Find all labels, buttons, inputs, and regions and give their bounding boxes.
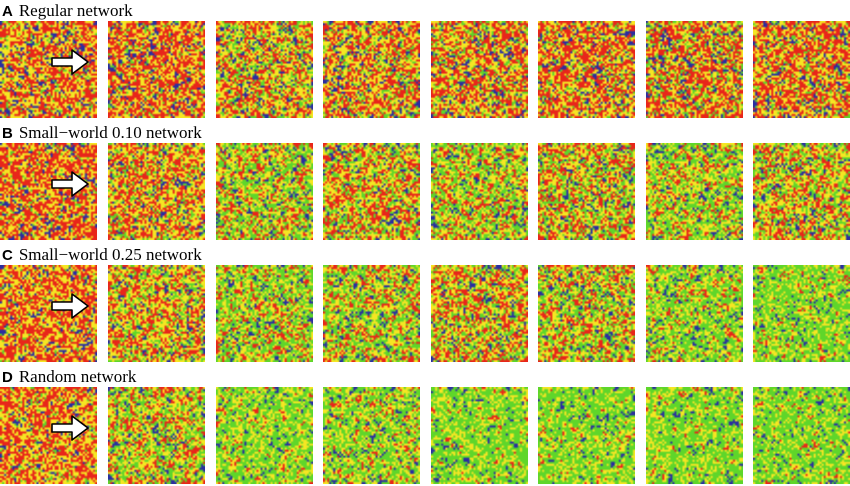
white-arrow-icon <box>51 293 89 319</box>
pattern-tile <box>753 21 850 118</box>
pattern-canvas <box>216 387 313 484</box>
pattern-canvas <box>538 387 635 484</box>
pattern-tile <box>646 143 743 240</box>
pattern-canvas <box>646 387 743 484</box>
pattern-tile <box>646 21 743 118</box>
pattern-canvas <box>431 21 528 118</box>
pattern-tile <box>431 387 528 484</box>
panel-title: C Small−world 0.25 network <box>2 244 202 266</box>
white-arrow-icon <box>51 49 89 75</box>
pattern-tile <box>538 265 635 362</box>
panel-letter: B <box>2 125 13 142</box>
pattern-canvas <box>108 143 205 240</box>
panel-title: A Regular network <box>2 0 133 22</box>
panel-title: B Small−world 0.10 network <box>2 122 202 144</box>
pattern-canvas <box>0 21 97 118</box>
pattern-canvas <box>538 21 635 118</box>
pattern-tile <box>216 21 313 118</box>
pattern-canvas <box>431 265 528 362</box>
pattern-tile <box>323 21 420 118</box>
pattern-tile <box>323 143 420 240</box>
pattern-canvas <box>431 143 528 240</box>
pattern-tile <box>216 143 313 240</box>
pattern-canvas <box>646 143 743 240</box>
pattern-canvas <box>323 265 420 362</box>
pattern-canvas <box>323 21 420 118</box>
tile-row <box>0 265 850 363</box>
pattern-tile <box>108 265 205 362</box>
pattern-tile <box>0 143 97 240</box>
panel-label: Random network <box>18 367 137 386</box>
pattern-canvas <box>753 265 850 362</box>
pattern-canvas <box>108 265 205 362</box>
pattern-tile <box>538 21 635 118</box>
pattern-canvas <box>646 21 743 118</box>
pattern-canvas <box>538 143 635 240</box>
pattern-tile <box>646 265 743 362</box>
pattern-canvas <box>108 387 205 484</box>
pattern-tile <box>0 387 97 484</box>
pattern-canvas <box>0 387 97 484</box>
pattern-canvas <box>323 387 420 484</box>
tile-row <box>0 143 850 241</box>
pattern-tile <box>646 387 743 484</box>
pattern-canvas <box>431 387 528 484</box>
panel-letter: D <box>2 369 13 386</box>
pattern-canvas <box>216 143 313 240</box>
pattern-canvas <box>753 21 850 118</box>
pattern-tile <box>216 387 313 484</box>
pattern-canvas <box>108 21 205 118</box>
pattern-tile <box>323 265 420 362</box>
pattern-canvas <box>0 143 97 240</box>
panel-title: D Random network <box>2 366 136 388</box>
pattern-canvas <box>538 265 635 362</box>
pattern-canvas <box>323 143 420 240</box>
pattern-tile <box>431 21 528 118</box>
white-arrow-icon <box>51 415 89 441</box>
pattern-canvas <box>753 143 850 240</box>
pattern-canvas <box>216 21 313 118</box>
pattern-tile <box>108 387 205 484</box>
pattern-tile <box>108 143 205 240</box>
pattern-tile <box>431 143 528 240</box>
tile-row <box>0 21 850 119</box>
white-arrow-icon <box>51 171 89 197</box>
pattern-canvas <box>216 265 313 362</box>
panel-letter: C <box>2 247 13 264</box>
pattern-tile <box>538 387 635 484</box>
pattern-canvas <box>646 265 743 362</box>
pattern-tile <box>753 265 850 362</box>
panel-letter: A <box>2 3 13 20</box>
pattern-tile <box>431 265 528 362</box>
pattern-tile <box>753 387 850 484</box>
pattern-canvas <box>0 265 97 362</box>
panel-label: Small−world 0.10 network <box>18 123 202 142</box>
pattern-canvas <box>753 387 850 484</box>
pattern-tile <box>323 387 420 484</box>
pattern-tile <box>0 21 97 118</box>
pattern-tile <box>0 265 97 362</box>
pattern-tile <box>108 21 205 118</box>
pattern-tile <box>753 143 850 240</box>
panel-label: Regular network <box>18 1 133 20</box>
panel-label: Small−world 0.25 network <box>18 245 202 264</box>
tile-row <box>0 387 850 485</box>
pattern-tile <box>538 143 635 240</box>
pattern-tile <box>216 265 313 362</box>
